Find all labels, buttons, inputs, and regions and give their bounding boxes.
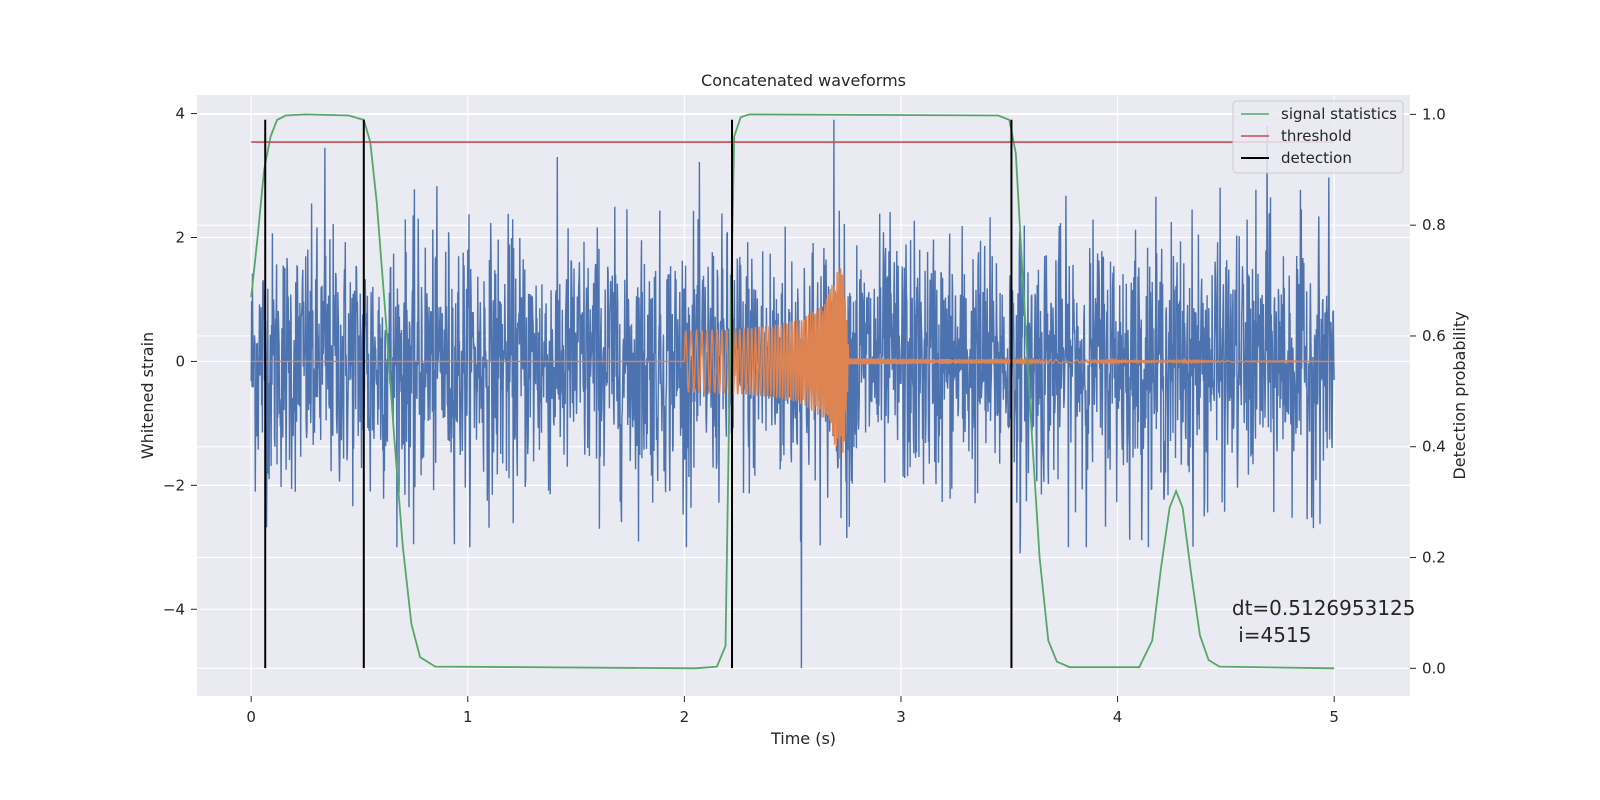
legend-label-signal-statistics: signal statistics xyxy=(1281,105,1397,123)
y-axis-left-label: Whitened strain xyxy=(138,332,157,459)
x-tick-label: 1 xyxy=(463,708,473,726)
y-right-tick-label: 0.6 xyxy=(1422,327,1446,345)
annotation-i: i=4515 xyxy=(1232,623,1312,647)
y-left-tick-label: −2 xyxy=(163,476,185,494)
y-left-tick-label: 0 xyxy=(175,352,185,370)
legend-box xyxy=(1232,100,1404,174)
detection-series xyxy=(264,119,1013,669)
y-axis-right-label: Detection probability xyxy=(1450,311,1469,479)
y-right-tick-label: 0.4 xyxy=(1422,438,1446,456)
waveform-series xyxy=(251,268,1335,459)
legend-label-threshold: threshold xyxy=(1281,127,1352,145)
x-tick-label: 5 xyxy=(1329,708,1339,726)
y-right-tick-label: 0.2 xyxy=(1422,549,1446,567)
y-right-tick-label: 1.0 xyxy=(1422,105,1446,123)
annotation-dt: dt=0.5126953125 xyxy=(1232,596,1416,620)
chart-title: Concatenated waveforms xyxy=(701,71,906,90)
x-tick-label: 3 xyxy=(896,708,906,726)
y-right-tick-label: 0.0 xyxy=(1422,659,1446,677)
y-left-tick-label: 2 xyxy=(175,229,185,247)
x-axis-label: Time (s) xyxy=(770,729,836,748)
axes: 0 1 2 3 4 5 −4 −2 0 2 4 0.0 0.2 0.4 0.6 0.8 1.0 xyxy=(163,105,1446,726)
legend-label-detection: detection xyxy=(1281,149,1352,167)
y-right-tick-label: 0.8 xyxy=(1422,216,1446,234)
x-tick-label: 4 xyxy=(1113,708,1123,726)
waveform-line xyxy=(251,268,1335,459)
x-tick-label: 2 xyxy=(680,708,690,726)
signal-statistics-series xyxy=(250,113,1335,670)
legend: signal statistics threshold detection xyxy=(1232,100,1404,174)
signal-statistics-line xyxy=(250,113,1335,670)
y-left-tick-label: 4 xyxy=(175,105,185,123)
x-tick-label: 0 xyxy=(246,708,256,726)
y-left-tick-label: −4 xyxy=(163,600,185,618)
